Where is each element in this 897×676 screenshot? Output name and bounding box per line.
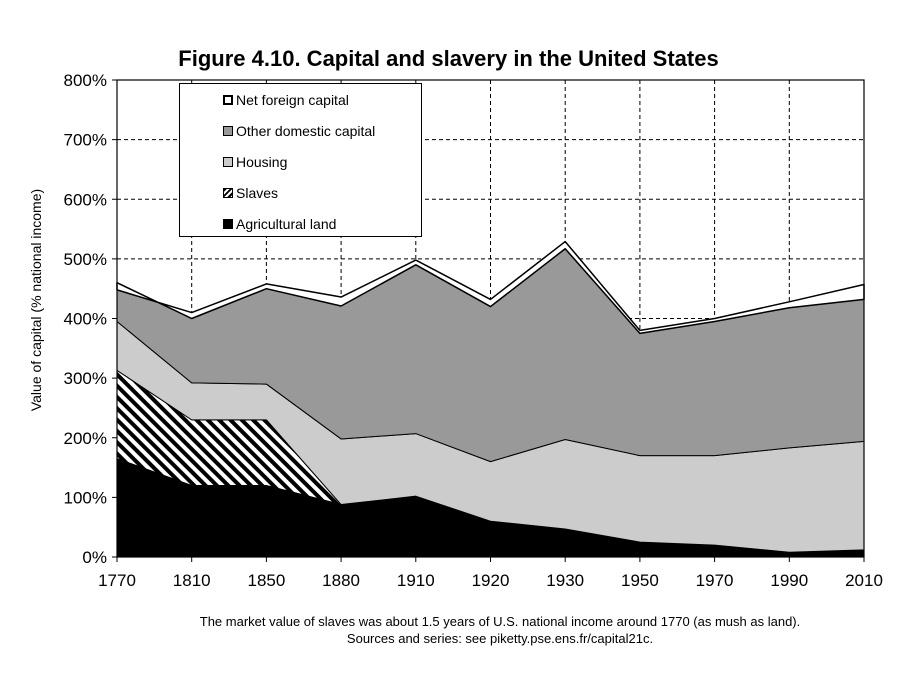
legend-label-other-domestic-capital: Other domestic capital (236, 123, 376, 139)
legend-label-agricultural-land: Agricultural land (236, 216, 337, 232)
footnote-line-2: Sources and series: see piketty.pse.ens.… (346, 631, 654, 646)
x-tick-label: 1850 (247, 571, 285, 590)
y-tick-label: 600% (64, 190, 107, 209)
x-tick-label: 1970 (696, 571, 734, 590)
y-tick-label: 500% (64, 250, 107, 269)
y-tick-label: 800% (64, 71, 107, 90)
y-tick-label: 0% (82, 548, 107, 567)
legend-label-net-foreign-capital: Net foreign capital (236, 92, 349, 108)
footnote-line-1: The market value of slaves was about 1.5… (199, 614, 801, 629)
x-tick-label: 1910 (397, 571, 435, 590)
legend-label-slaves: Slaves (236, 185, 279, 201)
legend-item-slaves: Slaves (223, 185, 278, 201)
legend-item-housing: Housing (223, 154, 287, 170)
y-tick-label: 200% (64, 429, 107, 448)
legend-swatch-slaves (223, 188, 233, 198)
legend-swatch-agricultural-land (223, 219, 233, 229)
legend-item-agricultural-land: Agricultural land (223, 216, 336, 232)
y-axis-label: Value of capital (% national income) (28, 188, 44, 412)
legend-item-net-foreign-capital: Net foreign capital (223, 92, 349, 108)
y-tick-label: 400% (64, 310, 107, 329)
x-tick-label: 2010 (845, 571, 883, 590)
x-tick-label: 1880 (322, 571, 360, 590)
y-tick-label: 700% (64, 131, 107, 150)
legend-swatch-other-domestic-capital (223, 126, 233, 136)
y-tick-label: 300% (64, 369, 107, 388)
x-tick-label: 1950 (621, 571, 659, 590)
legend-item-other-domestic-capital: Other domestic capital (223, 123, 375, 139)
y-tick-label: 100% (64, 488, 107, 507)
x-tick-label: 1770 (98, 571, 136, 590)
x-tick-label: 1810 (173, 571, 211, 590)
legend: Net foreign capital Other domestic capit… (179, 83, 422, 237)
x-tick-label: 1990 (770, 571, 808, 590)
chart-title: Figure 4.10. Capital and slavery in the … (178, 46, 719, 71)
x-tick-label: 1930 (546, 571, 584, 590)
legend-swatch-housing (223, 157, 233, 167)
legend-label-housing: Housing (236, 154, 288, 170)
legend-swatch-net-foreign-capital (223, 95, 233, 105)
x-tick-label: 1920 (472, 571, 510, 590)
